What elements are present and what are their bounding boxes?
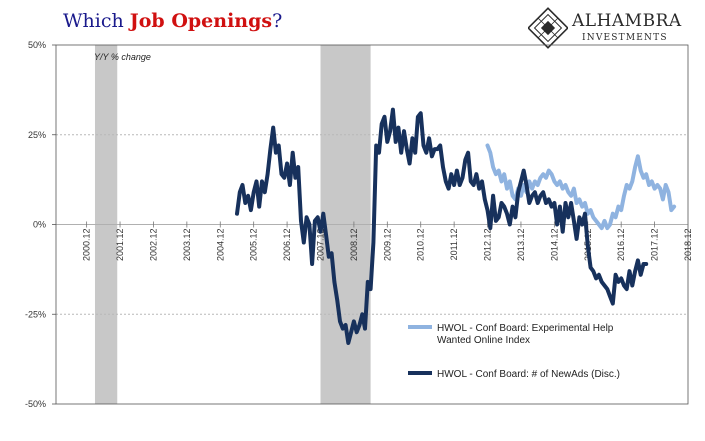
x-tick-label: 2001.12 <box>115 229 125 262</box>
x-tick-label: 2016.12 <box>616 229 626 262</box>
x-tick-label: 2009.12 <box>382 229 392 262</box>
x-tick-label: 2000.12 <box>82 229 92 262</box>
chart-title: Which Job Openings? <box>63 10 282 32</box>
x-tick-label: 2018.12 <box>683 229 693 262</box>
x-tick-label: 2011.12 <box>449 229 459 261</box>
alhambra-logo: ALHAMBRA INVESTMENTS <box>528 6 700 52</box>
title-suffix: ? <box>272 10 283 32</box>
y-tick-label: 50% <box>28 40 46 50</box>
x-tick-label: 2007.12 <box>315 229 325 262</box>
y-axis-label: Y/Y % change <box>94 52 151 62</box>
x-tick-label: 2014.12 <box>549 229 559 262</box>
y-tick-label: 0% <box>33 220 46 230</box>
series-lines <box>235 107 677 345</box>
logo-subtitle: INVESTMENTS <box>582 33 668 43</box>
legend-label-2: HWOL - Conf Board: # of NewAds (Disc.) <box>437 369 620 380</box>
series-line-2 <box>235 107 649 345</box>
title-highlight: Job Openings <box>129 10 273 32</box>
y-tick-labels: 50% 25% 0% -25% -50% <box>25 40 56 409</box>
legend-label-1-cont: Wanted Online Index <box>437 335 530 346</box>
x-tick-label: 2013.12 <box>516 229 526 262</box>
x-tick-label: 2002.12 <box>148 229 158 262</box>
y-tick-label: 25% <box>28 130 46 140</box>
x-tick-label: 2006.12 <box>282 229 292 262</box>
x-tick-label: 2012.12 <box>483 229 493 262</box>
title-prefix: Which <box>63 10 130 32</box>
legend: HWOL - Conf Board: Experimental HelpWant… <box>408 323 620 380</box>
alhambra-diamond-icon <box>528 7 568 49</box>
legend-label-1: HWOL - Conf Board: Experimental Help <box>437 323 614 334</box>
x-tick-label: 2005.12 <box>249 229 259 262</box>
x-tick-label: 2017.12 <box>650 229 660 262</box>
x-tick-label: 2004.12 <box>215 229 225 262</box>
logo-name: ALHAMBRA <box>572 11 682 31</box>
x-tick-label: 2008.12 <box>349 229 359 262</box>
y-tick-label: -50% <box>25 399 46 409</box>
x-tick-label: 2003.12 <box>182 229 192 262</box>
y-tick-label: -25% <box>25 309 46 319</box>
x-tick-label: 2010.12 <box>416 229 426 262</box>
